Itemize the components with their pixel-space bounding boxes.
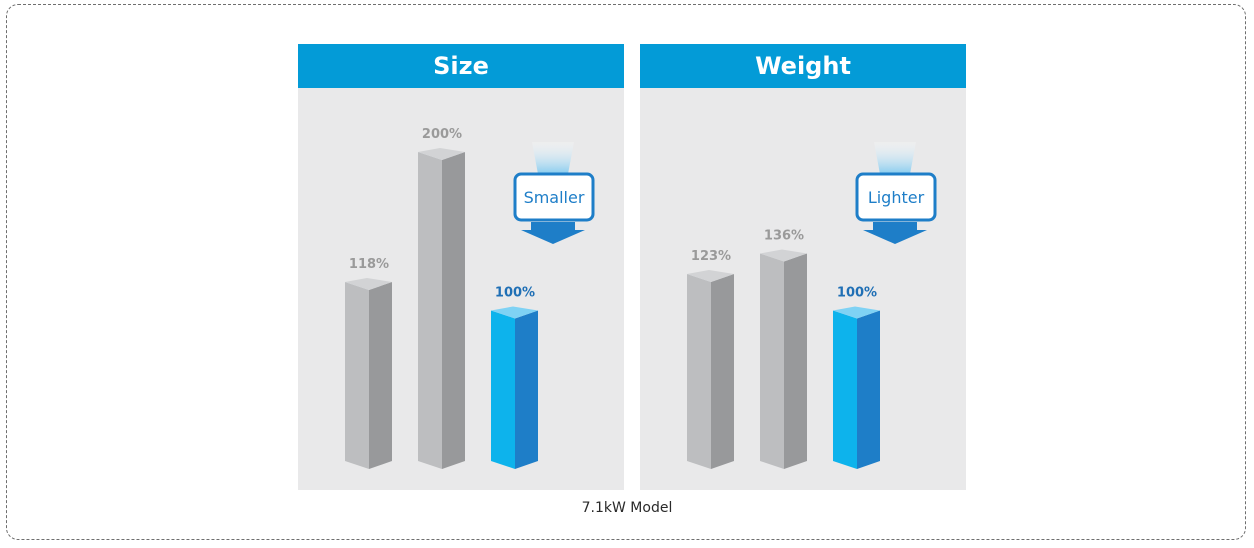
bar-3: [833, 306, 880, 469]
model-caption: 7.1kW Model: [581, 500, 673, 516]
weight-chart-svg: 123% 136% 100% Lighter: [687, 142, 937, 469]
callout-label: Lighter: [868, 188, 925, 207]
bar-3: [491, 306, 538, 469]
bar-value-label-2: 136%: [764, 228, 804, 243]
bar-1: [345, 277, 392, 469]
bar-1: [687, 270, 734, 469]
bar-value-label-3: 100%: [837, 286, 877, 301]
bar-value-label-1: 123%: [691, 249, 731, 264]
bar-2: [418, 148, 465, 469]
weight-chart-panel: Weight 123% 136% 100% Lighter: [640, 44, 966, 490]
bar-value-label-2: 200%: [422, 127, 462, 142]
callout-indicator: [855, 142, 937, 244]
figure-frame: [6, 4, 1246, 540]
bar-2: [760, 249, 807, 469]
callout-indicator: [513, 142, 595, 244]
size-chart-title: Size: [298, 44, 624, 88]
callout-label: Smaller: [524, 188, 585, 207]
bar-value-label-3: 100%: [495, 286, 535, 301]
weight-chart-title: Weight: [640, 44, 966, 88]
size-chart-svg: 118% 200% 100% Smaller: [345, 127, 595, 469]
size-chart-panel: Size 118% 200% 100% Smaller: [298, 44, 624, 490]
bar-value-label-1: 118%: [349, 257, 389, 272]
